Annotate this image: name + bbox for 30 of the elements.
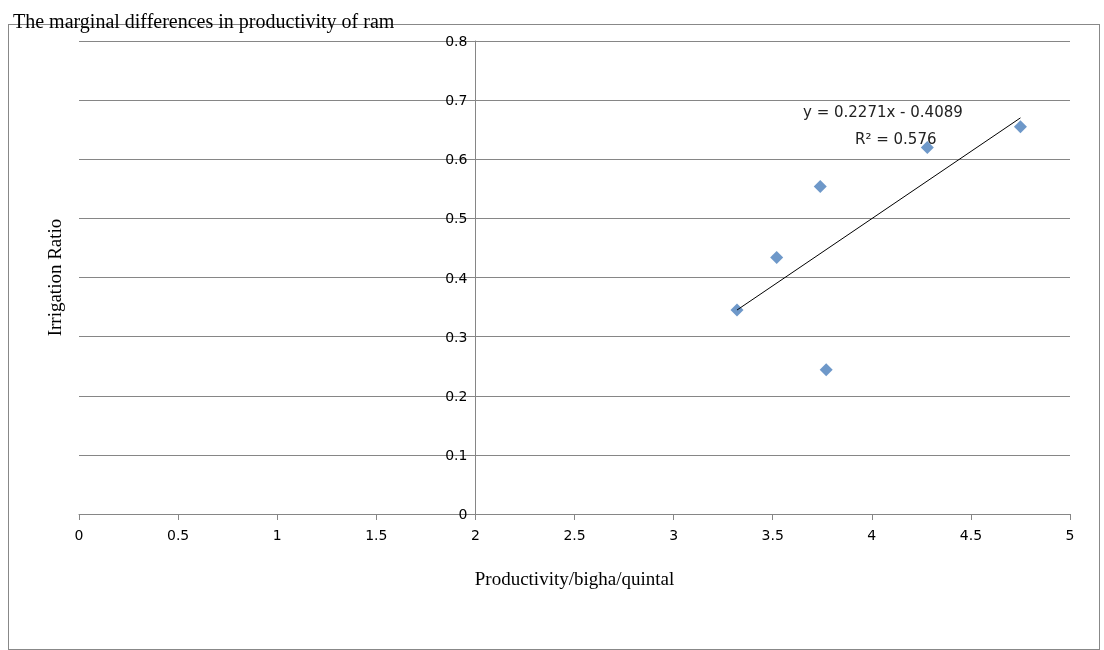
annotation: R² = 0.576 [855,129,937,148]
x-tick-label: 3 [669,527,679,543]
y-axis-title: Irrigation Ratio [44,218,65,337]
x-tick-label: 4 [867,527,877,543]
y-tick-label: 0.2 [445,387,468,404]
y-tick-label: 0 [458,506,468,522]
x-tick-label: 2.5 [563,527,586,543]
x-tick-label: 2 [470,527,480,543]
point [770,250,784,264]
annotation: y = 0.2271x - 0.4089 [803,102,963,121]
chart-title: The marginal differences in productivity of ram [13,10,395,33]
x-axis-title: Productivity/bigha/quintal [474,568,675,589]
y-tick-label: 0.1 [445,446,468,463]
y-tick-label: 0.8 [445,33,468,49]
y-tick-label: 0.6 [445,151,468,168]
x-tick-label: 5 [1065,527,1075,543]
y-tick-label: 0.5 [445,210,468,227]
point [813,179,827,193]
x-tick-label: 0.5 [166,527,190,543]
x-tick-label: 4.5 [959,527,983,543]
y-tick-label: 0.4 [445,269,468,286]
x-tick-label: 1 [272,527,282,543]
y-tick-label: 0.7 [445,92,468,109]
point [730,303,744,317]
point [1013,120,1027,134]
y-tick-label: 0.3 [445,328,468,345]
x-tick-label: 0 [74,527,84,543]
point [819,363,833,377]
x-tick-label: 3.5 [761,527,784,543]
x-tick-label: 1.5 [365,527,388,543]
